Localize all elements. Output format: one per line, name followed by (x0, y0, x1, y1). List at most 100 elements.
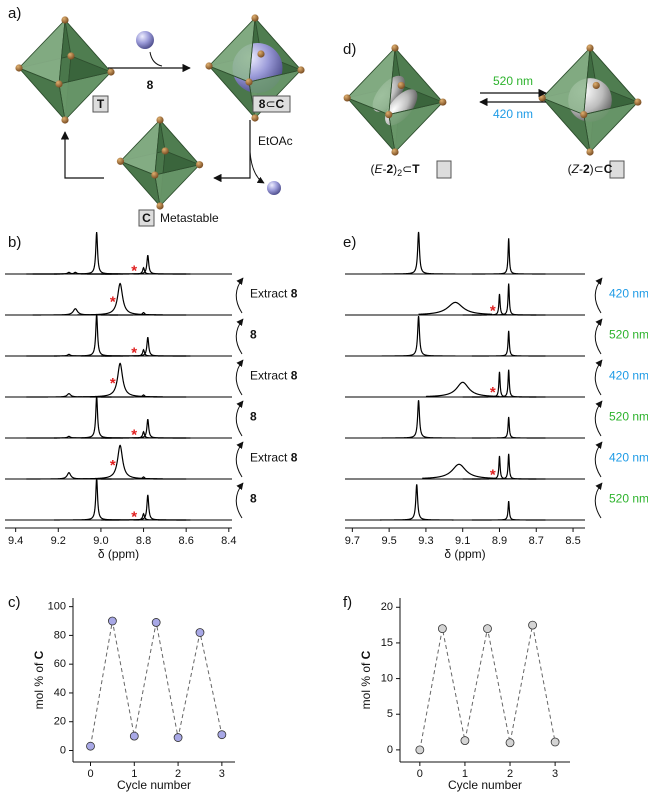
arrow-curve (250, 152, 264, 183)
cage-vertex (151, 171, 158, 178)
panel-label: a) (8, 5, 21, 22)
cage-vertex (391, 148, 398, 155)
label-part: T (412, 162, 420, 176)
step-label-text: 520 nm (609, 410, 648, 424)
peak (54, 478, 139, 520)
point (174, 734, 182, 742)
x-axis-label: δ (ppm) (444, 547, 485, 561)
step-label: Extract 8 (250, 287, 298, 301)
cage-note: Metastable (160, 211, 219, 225)
y-tick-label: 20 (54, 716, 66, 728)
peak (382, 232, 456, 274)
peak (472, 370, 546, 397)
peak-marker: * (110, 375, 116, 392)
peak-marker: * (110, 457, 116, 474)
arrow-curve (150, 52, 162, 66)
point (130, 732, 138, 740)
step-arrow (595, 360, 602, 395)
x-tick-label: 9.7 (345, 535, 360, 547)
y-axis-label-part: mol % of (359, 659, 373, 709)
step-arrow (236, 401, 243, 436)
peak (463, 294, 537, 315)
peak (472, 238, 546, 274)
cage-vertex (593, 82, 600, 89)
peak (105, 255, 190, 274)
step-arrow (595, 278, 602, 313)
x-axis-label: Cycle number (117, 778, 191, 792)
peak-marker: * (131, 345, 137, 362)
step-arrow (236, 319, 243, 354)
peak (419, 302, 493, 314)
cage-vertex (586, 44, 593, 51)
guest-ball (267, 181, 281, 195)
arrow (214, 120, 250, 178)
y-tick-label: 0 (60, 744, 66, 756)
arrow (65, 132, 104, 178)
peak (105, 337, 190, 356)
cage-vertex (580, 111, 587, 118)
y-tick-label: 60 (54, 658, 66, 670)
panel-label: c) (8, 594, 21, 611)
x-tick-label: 9.4 (8, 535, 23, 547)
peak-marker: * (490, 302, 496, 319)
cage-vertex (156, 202, 163, 209)
step-label: 8 (250, 410, 257, 424)
point (461, 737, 469, 745)
x-axis-label: Cycle number (448, 778, 522, 792)
peak (77, 363, 162, 396)
solvent: EtOAc (258, 134, 293, 148)
x-tick-label: 8.8 (136, 535, 151, 547)
cage-vertex (391, 44, 398, 51)
y-axis-label-part: mol % of (32, 659, 46, 709)
step-label-bold: 8 (291, 369, 298, 383)
step-label-text: 520 nm (609, 492, 648, 506)
x-tick-label: 3 (219, 768, 225, 780)
x-tick-label: 8.4 (221, 535, 236, 547)
cage-vertex (245, 78, 252, 85)
cage-label: C (142, 211, 151, 225)
peak (105, 495, 190, 520)
x-tick-label: 9.2 (51, 535, 66, 547)
x-tick-label: 9.1 (455, 535, 470, 547)
step-label-text: 420 nm (609, 451, 648, 465)
step-arrow (236, 483, 243, 518)
step-label-bold: 8 (250, 328, 257, 342)
point (438, 625, 446, 633)
step-label: 420 nm (609, 451, 648, 465)
peak (472, 454, 546, 479)
x-tick-label: 8.7 (529, 535, 544, 547)
peak (463, 372, 537, 397)
step-label: 420 nm (609, 287, 648, 301)
guest-ball (136, 31, 154, 49)
y-axis-label-part: C (359, 650, 373, 659)
peak (54, 232, 139, 274)
peak-marker: * (131, 509, 137, 526)
step-label-text: Extract (250, 451, 288, 465)
step-label-bold: 8 (291, 287, 298, 301)
peak (54, 314, 139, 356)
step-label-text: Extract (250, 369, 288, 383)
trend-line (91, 621, 222, 746)
point (196, 629, 204, 637)
cage-vertex (398, 82, 405, 89)
cage-vertex (117, 158, 124, 165)
cage-vertex (61, 116, 68, 123)
cage-vertex (251, 14, 258, 21)
cage-label: (E-2)2⊂T (370, 162, 420, 178)
step-label-bold: 8 (250, 410, 257, 424)
point (218, 731, 226, 739)
y-tick-label: 10 (381, 672, 393, 684)
step-label: 520 nm (609, 492, 648, 506)
peak (472, 284, 546, 315)
x-tick-label: 3 (552, 768, 558, 780)
peak-marker: * (131, 427, 137, 444)
figure: a) b) c) d) e) f) 8 T 8⊂C EtOAc C Metast… (0, 0, 648, 792)
label-part: C (604, 162, 613, 176)
reagent: 8 (147, 78, 154, 92)
y-axis-label-part: C (32, 650, 46, 659)
step-arrow (595, 442, 602, 477)
step-arrow (236, 360, 243, 395)
peak (380, 484, 454, 520)
step-label: 8 (250, 328, 257, 342)
x-axis-label: δ (ppm) (98, 547, 139, 561)
